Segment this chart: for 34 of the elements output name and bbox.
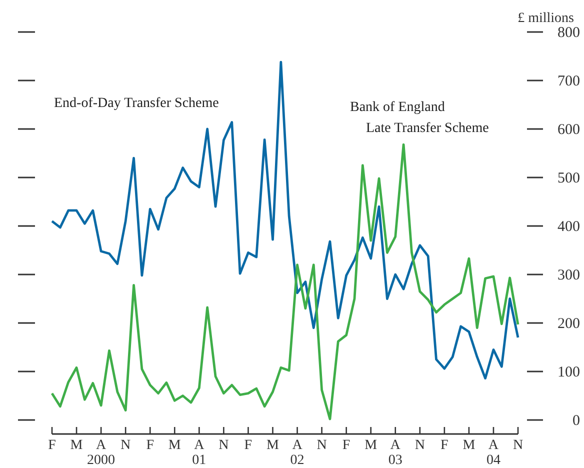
x-tick-label: M <box>364 438 378 453</box>
y-tick-label: 400 <box>558 219 580 235</box>
x-tick-label: N <box>316 438 327 453</box>
y-tick-label: 0 <box>572 413 580 429</box>
line-series <box>50 60 520 380</box>
y-tick-label: 200 <box>558 316 580 332</box>
x-tick-label: A 2000 <box>87 438 116 468</box>
x-tick-label: N <box>512 438 524 453</box>
x-tick-label: M <box>70 438 84 453</box>
x-tick-label: N <box>120 438 131 453</box>
x-tick-label: M <box>168 438 182 453</box>
y-tick-label: 500 <box>558 170 580 186</box>
x-tick-label: F <box>440 438 449 453</box>
x-tick-label: N <box>218 438 229 453</box>
y-tick-label: 300 <box>558 268 580 284</box>
y-tick-label: 800 <box>558 25 580 41</box>
x-tick-label: A 02 <box>290 438 304 468</box>
series-label: End-of-Day Transfer Scheme <box>54 96 219 111</box>
y-tick-label: 700 <box>558 74 580 90</box>
x-tick-label: A 04 <box>486 438 500 468</box>
text: Bank of England Late Transfer Scheme <box>350 100 489 136</box>
x-tick-label: M <box>462 438 476 453</box>
y-tick-label: 600 <box>558 122 580 138</box>
x-tick-label: N <box>414 438 425 453</box>
x-tick-label: A 01 <box>192 438 206 468</box>
y-tick-label: 100 <box>558 364 580 380</box>
x-tick-label: F <box>48 438 56 453</box>
x-tick-label: F <box>244 438 252 453</box>
x-tick-label: M <box>266 438 280 453</box>
y-axis-title: £ millions <box>518 11 574 26</box>
x-tick-label: F <box>342 438 350 453</box>
x-tick-label: F <box>146 438 154 453</box>
x-tick-label: A 03 <box>388 438 402 468</box>
line-series <box>50 143 520 420</box>
